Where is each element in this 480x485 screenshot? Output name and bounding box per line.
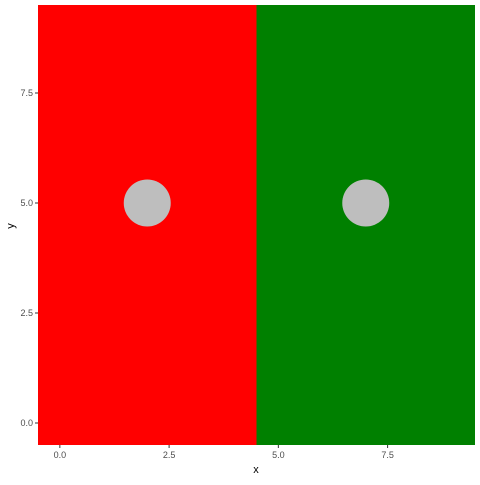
data-point-0 — [123, 179, 171, 227]
y-tick-label-2: 5.0 — [20, 198, 33, 208]
x-tick-label-3: 7.5 — [381, 450, 394, 460]
y-tick-label-1: 2.5 — [20, 308, 33, 318]
x-tick-label-2: 5.0 — [272, 450, 285, 460]
data-point-1 — [342, 179, 390, 227]
background-panels — [38, 5, 475, 445]
x-tick-label-0: 0.0 — [54, 450, 67, 460]
x-axis: 0.0 2.5 5.0 7.5 — [54, 445, 394, 460]
y-tick-label-0: 0.0 — [20, 418, 33, 428]
x-axis-title: x — [253, 464, 259, 476]
y-axis-title: y — [5, 223, 17, 229]
y-tick-label-3: 7.5 — [20, 88, 33, 98]
y-axis: 0.0 2.5 5.0 7.5 — [20, 88, 38, 428]
data-points — [123, 179, 390, 227]
x-tick-label-1: 2.5 — [163, 450, 176, 460]
